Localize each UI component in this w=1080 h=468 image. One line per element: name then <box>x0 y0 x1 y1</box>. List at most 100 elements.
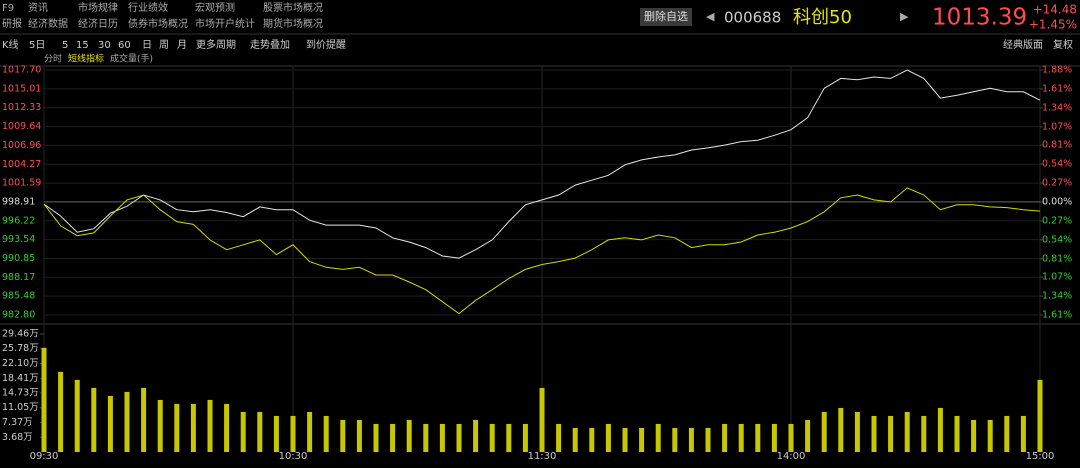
volume-bar <box>854 411 860 452</box>
volume-bar <box>605 423 611 452</box>
y2-tick-label: 1.88% <box>1042 65 1072 76</box>
y2-tick-label: 1.34% <box>1042 291 1072 302</box>
volume-tick-label: 7.37万 <box>2 417 33 428</box>
volume-bar <box>340 419 346 452</box>
menu-item[interactable]: 期货市场概况 <box>263 17 323 30</box>
volume-bar <box>124 391 130 452</box>
volume-bar <box>788 423 794 452</box>
toolbar-item[interactable]: K线 <box>2 38 19 51</box>
y-tick-label: 1015.01 <box>2 83 41 94</box>
y-tick-label: 996.22 <box>2 215 35 226</box>
volume-tick-label: 18.41万 <box>2 373 39 384</box>
volume-bar <box>190 403 196 452</box>
volume-bar <box>904 411 910 452</box>
volume-bar <box>157 399 163 452</box>
volume-bar <box>373 423 379 452</box>
y2-tick-label: 0.54% <box>1042 234 1072 245</box>
y-tick-label: 1009.64 <box>2 121 41 132</box>
toolbar-item[interactable]: 5日 <box>29 40 45 51</box>
menu-item[interactable]: 研报 <box>2 17 22 30</box>
sub-tab[interactable]: 分时 <box>44 53 62 65</box>
menu-item[interactable]: 行业绩效 <box>128 1 168 14</box>
menu-item[interactable]: 经济数据 <box>28 17 68 30</box>
toolbar-item[interactable]: 15 <box>76 40 89 51</box>
y-tick-label: 998.91 <box>2 196 35 207</box>
volume-bar <box>672 427 678 452</box>
volume-bar <box>390 423 396 452</box>
x-tick-label: 09:30 <box>30 451 59 462</box>
toolbar-item[interactable]: 5 <box>62 40 68 51</box>
stock-name: 科创50 <box>793 7 852 28</box>
volume-bar <box>273 415 279 452</box>
y2-tick-label: 0.00% <box>1042 196 1072 207</box>
volume-bar <box>224 403 230 452</box>
volume-bar <box>423 423 429 452</box>
delete-button-bg[interactable] <box>640 8 692 26</box>
volume-bar <box>41 347 47 452</box>
chart: 09:30 10:30 11:30 14:00 15:00 1017.70 1015.01 1… <box>0 65 1080 462</box>
toolbar-item[interactable]: 到价提醒 <box>306 39 346 51</box>
volume-bar <box>688 427 694 452</box>
y2-tick-label: 1.07% <box>1042 121 1072 132</box>
toolbar-item[interactable]: 走势叠加 <box>250 38 290 51</box>
y2-tick-label: 0.54% <box>1042 159 1072 170</box>
volume-bar <box>838 407 844 452</box>
menu-item[interactable]: 债券市场概况 <box>128 17 188 30</box>
y2-tick-label: 0.27% <box>1042 215 1072 226</box>
menu-item[interactable]: F9 <box>2 3 14 14</box>
volume-bar <box>174 403 180 452</box>
menu-item[interactable]: 宏观预测 <box>195 1 235 14</box>
menu-item[interactable]: 市场开户统计 <box>195 17 255 30</box>
menu-item[interactable]: 股票市场概况 <box>263 1 323 14</box>
sub-tab[interactable]: 短线指标 <box>68 53 104 65</box>
toolbar-item[interactable]: 周 <box>159 39 169 51</box>
volume-bar <box>556 423 562 452</box>
volume-bar <box>971 419 977 452</box>
delete-button[interactable]: 删除自选 <box>644 9 688 23</box>
toolbar-right-item[interactable]: 经典版面 <box>1003 38 1043 51</box>
y2-tick-label: 1.61% <box>1042 83 1072 94</box>
y-tick-label: 985.48 <box>2 291 35 302</box>
toolbar-right-item[interactable]: 复权 <box>1053 38 1073 51</box>
menu-item[interactable]: 经济日历 <box>78 17 118 30</box>
y-tick-label: 1001.59 <box>2 178 41 189</box>
volume-bar <box>805 419 811 452</box>
volume-bar <box>888 415 894 452</box>
x-tick-label: 11:30 <box>528 451 557 462</box>
next-arrow[interactable]: ▶ <box>900 10 909 23</box>
y-tick-label: 990.85 <box>2 253 35 264</box>
volume-bar <box>107 395 113 452</box>
toolbar-item[interactable]: 日 <box>142 40 152 51</box>
volume-bar <box>207 399 213 452</box>
volume-tick-label: 29.46万 <box>2 329 39 340</box>
volume-tick-label: 3.68万 <box>2 432 33 443</box>
volume-bar <box>871 415 877 452</box>
price-line <box>43 69 1041 259</box>
volume-bar <box>821 411 827 452</box>
y-tick-label: 1006.96 <box>2 140 41 151</box>
toolbar-item[interactable]: 更多周期 <box>196 38 236 51</box>
toolbar-item[interactable]: 60 <box>118 40 131 51</box>
change-pct: +1.45% <box>1029 18 1077 32</box>
volume-bar <box>1004 415 1010 452</box>
x-tick-label: 14:00 <box>777 451 806 462</box>
y-tick-label: 982.80 <box>2 310 35 321</box>
volume-bar <box>937 407 943 452</box>
volume-bar <box>473 419 479 452</box>
volume-tick-label: 14.73万 <box>2 388 39 399</box>
menu-item[interactable]: 市场规律 <box>78 1 118 14</box>
volume-bar <box>722 423 728 452</box>
volume-bar <box>74 379 80 452</box>
prev-arrow[interactable]: ◀ <box>706 10 715 23</box>
volume-bar <box>921 415 927 452</box>
toolbar-item[interactable]: 30 <box>98 40 111 51</box>
volume-bar <box>522 423 528 452</box>
volume-bar <box>1037 379 1043 452</box>
y-tick-label: 1012.33 <box>2 102 41 113</box>
volume-bar <box>439 423 445 452</box>
toolbar-item[interactable]: 月 <box>177 39 187 51</box>
x-tick-label: 15:00 <box>1026 451 1055 462</box>
sub-tab[interactable]: 成交量(手) <box>110 53 153 65</box>
menu-item[interactable]: 资讯 <box>28 2 48 14</box>
